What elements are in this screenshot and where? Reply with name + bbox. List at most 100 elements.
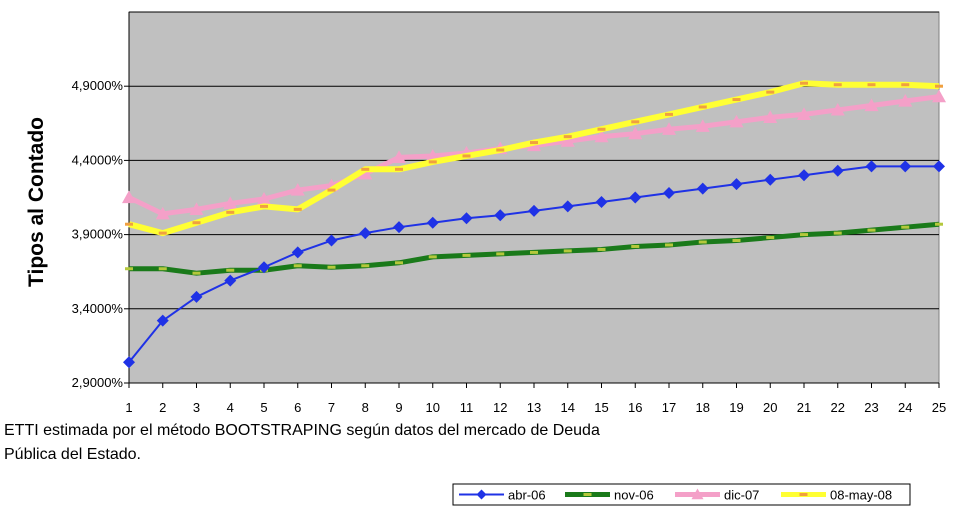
- data-point-abr-06: [460, 212, 473, 225]
- y-tick-label: 3,9000%: [72, 227, 124, 242]
- data-point-dic-07: [662, 122, 676, 135]
- data-point-nov-06: [597, 247, 606, 251]
- data-point-nov-06: [766, 236, 775, 240]
- data-point-dic-07: [155, 206, 170, 220]
- data-point-abr-06: [190, 290, 203, 303]
- legend-item-dic-07: dic-07: [675, 488, 759, 503]
- legend-marker: [691, 488, 704, 500]
- data-point-dic-07: [257, 191, 271, 205]
- data-point-abr-06: [224, 274, 237, 287]
- chart-caption: ETTI estimada por el método BOOTSTRAPING…: [4, 419, 804, 467]
- data-point-nov-06: [462, 253, 471, 257]
- x-tick-label: 9: [395, 400, 402, 415]
- legend-item-nov-06: nov-06: [565, 488, 654, 503]
- caption-line-1: ETTI estimada por el método BOOTSTRAPING…: [4, 422, 600, 439]
- data-point-nov-06: [631, 244, 640, 248]
- data-point-abr-06: [426, 216, 439, 229]
- data-point-nov-06: [563, 249, 572, 253]
- data-point-08-may-08: [833, 83, 842, 87]
- data-point-08-may-08: [327, 188, 336, 192]
- data-point-dic-07: [392, 150, 406, 164]
- x-tick-label: 22: [831, 400, 845, 415]
- y-tick-label: 4,9000%: [72, 78, 124, 93]
- legend-item-abr-06: abr-06: [459, 488, 546, 503]
- data-point-abr-06: [730, 178, 743, 191]
- data-point-nov-06: [361, 264, 370, 268]
- data-point-08-may-08: [732, 98, 741, 102]
- data-point-08-may-08: [631, 120, 640, 124]
- data-point-abr-06: [528, 204, 540, 217]
- x-tick-label: 16: [628, 400, 642, 415]
- data-point-dic-07: [729, 114, 744, 128]
- data-point-08-may-08: [867, 83, 876, 87]
- data-point-abr-06: [494, 209, 507, 222]
- data-point-abr-06: [865, 160, 878, 173]
- data-point-nov-06: [158, 267, 167, 271]
- x-tick-label: 21: [797, 400, 811, 415]
- data-point-08-may-08: [901, 83, 910, 87]
- x-axis-ticks: 1 2 3 4 5 6 7 8 9 10 11 12 13 14 15 16 17 18 19 20 21 22 23 24 2…: [125, 383, 946, 415]
- data-point-08-may-08: [935, 84, 943, 88]
- data-point-abr-06: [359, 227, 372, 240]
- x-tick-label: 19: [729, 400, 743, 415]
- data-point-08-may-08: [428, 160, 437, 164]
- data-point-nov-06: [867, 228, 876, 232]
- data-point-abr-06: [696, 182, 709, 195]
- legend-label: dic-07: [724, 488, 759, 503]
- data-point-08-may-08: [158, 231, 167, 235]
- data-point-nov-06: [530, 250, 538, 254]
- data-point-08-may-08: [800, 81, 808, 85]
- legend: abr-06 nov-06 dic-07 08-may-08: [452, 483, 911, 506]
- data-point-dic-07: [763, 110, 778, 123]
- data-point-08-may-08: [293, 207, 302, 211]
- data-point-08-may-08: [226, 210, 235, 214]
- x-tick-label: 10: [426, 400, 440, 415]
- data-point-nov-06: [800, 233, 808, 237]
- x-tick-label: 23: [864, 400, 878, 415]
- data-point-dic-07: [560, 134, 575, 147]
- data-point-abr-06: [764, 173, 777, 186]
- y-tick-label: 2,9000%: [72, 375, 124, 390]
- data-point-nov-06: [226, 268, 235, 272]
- x-tick-label: 11: [460, 400, 474, 415]
- plot-area: [128, 11, 940, 384]
- legend-marker: [799, 493, 808, 496]
- data-point-abr-06: [831, 164, 844, 177]
- x-tick-label: 14: [561, 400, 575, 415]
- x-tick-label: 18: [696, 400, 710, 415]
- data-point-08-may-08: [361, 167, 370, 171]
- data-point-abr-06: [629, 191, 642, 204]
- y-axis-label: Tipos al Contado: [25, 117, 48, 287]
- data-point-dic-07: [695, 119, 710, 132]
- data-point-08-may-08: [260, 204, 268, 208]
- data-point-nov-06: [732, 239, 741, 243]
- data-point-08-may-08: [563, 135, 572, 139]
- data-point-nov-06: [125, 267, 133, 271]
- data-point-abr-06: [561, 200, 574, 213]
- x-tick-label: 25: [932, 400, 946, 415]
- legend-item-08-may-08: 08-may-08: [781, 488, 892, 503]
- data-point-08-may-08: [496, 148, 505, 152]
- data-point-dic-07: [189, 202, 204, 215]
- x-tick-label: 7: [328, 400, 335, 415]
- data-point-dic-07: [122, 190, 136, 204]
- data-point-dic-07: [932, 89, 946, 103]
- data-point-dic-07: [358, 166, 373, 180]
- data-point-nov-06: [901, 225, 910, 229]
- data-point-dic-07: [223, 196, 238, 210]
- data-point-nov-06: [293, 264, 302, 268]
- data-point-abr-06: [291, 246, 304, 259]
- data-point-abr-06: [156, 314, 169, 327]
- data-point-dic-07: [594, 129, 609, 143]
- data-point-08-may-08: [530, 141, 538, 145]
- data-point-nov-06: [327, 265, 336, 269]
- x-tick-label: 17: [662, 400, 676, 415]
- series-group: [122, 80, 946, 369]
- data-point-nov-06: [395, 261, 403, 265]
- data-point-dic-07: [864, 98, 879, 112]
- data-point-abr-06: [325, 234, 338, 247]
- x-tick-label: 6: [294, 400, 301, 415]
- x-tick-label: 3: [193, 400, 200, 415]
- data-point-abr-06: [123, 356, 135, 369]
